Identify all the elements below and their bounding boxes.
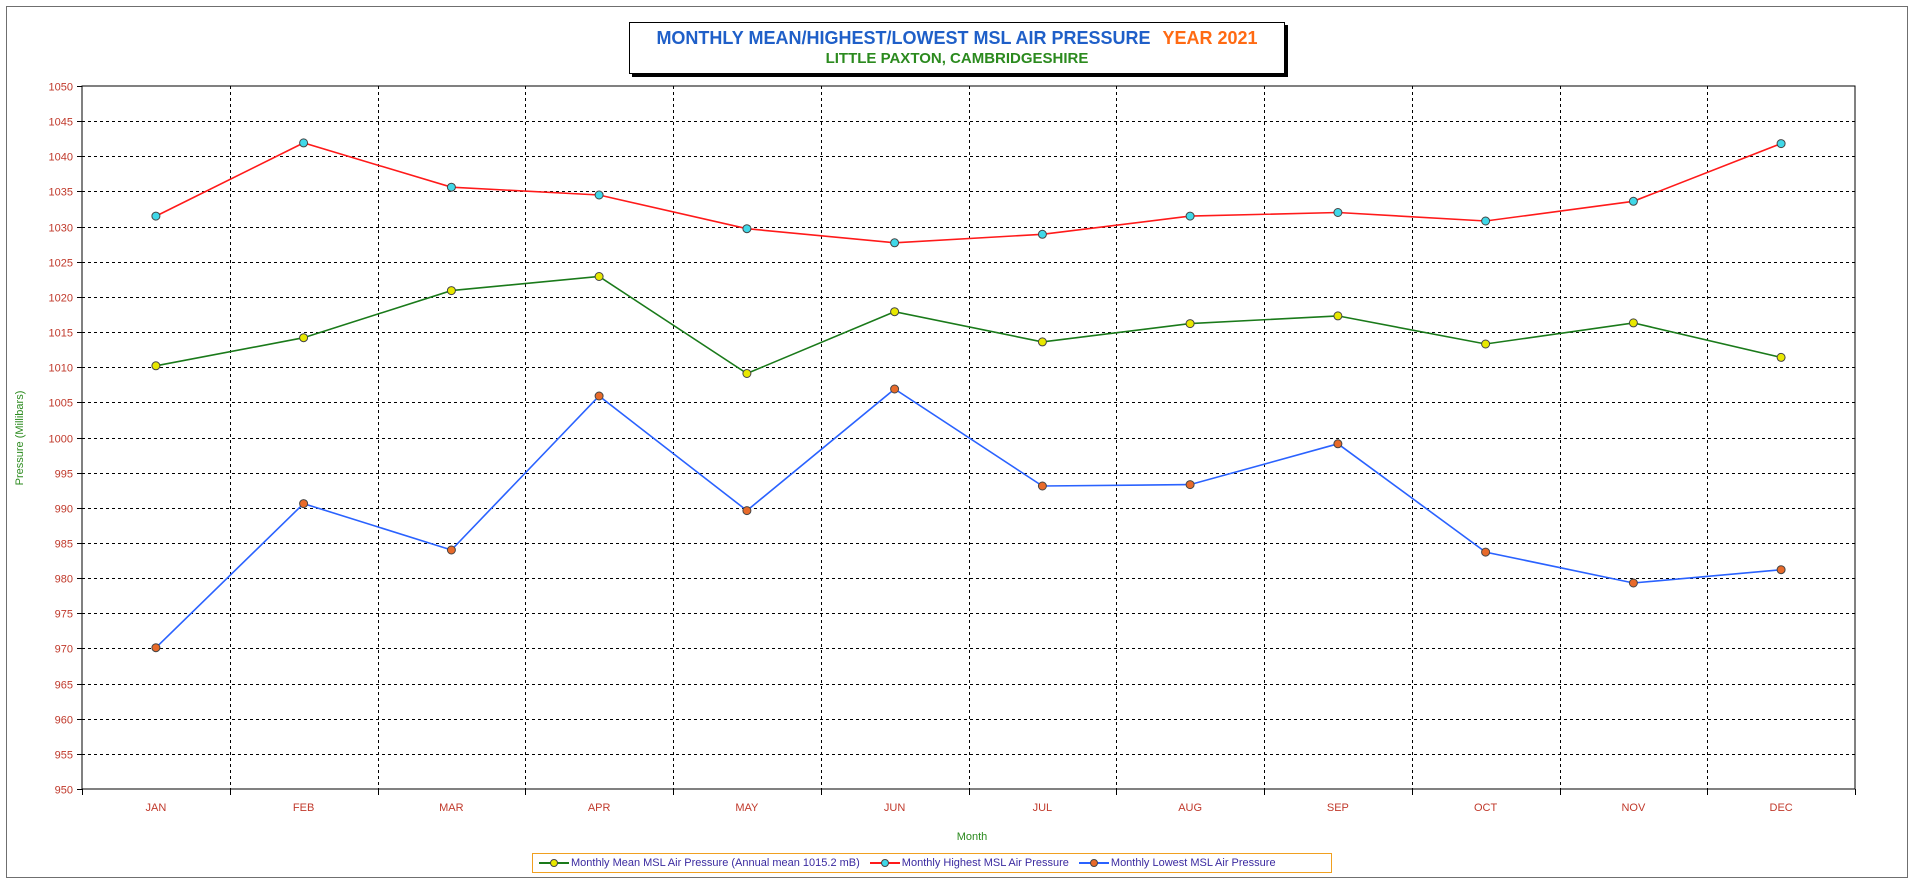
series-2-point <box>1185 480 1195 490</box>
series-0-point <box>742 369 752 378</box>
y-tick-label: 980 <box>55 574 73 586</box>
y-tick-label: 965 <box>55 680 73 692</box>
y-tick-label: 995 <box>55 469 73 481</box>
series-0-point <box>446 286 456 296</box>
series-1-point <box>1481 216 1491 226</box>
legend-label: Monthly Lowest MSL Air Pressure <box>1110 857 1276 869</box>
legend: Monthly Mean MSL Air Pressure (Annual me… <box>532 853 1332 873</box>
series-line-1 <box>155 142 1782 244</box>
y-axis-title: Pressure (Millibars) <box>14 391 26 486</box>
legend-swatch-marker <box>1089 859 1098 867</box>
series-1-point <box>1037 229 1047 239</box>
legend-swatch <box>539 858 569 868</box>
series-0-point <box>1333 311 1343 321</box>
x-tick-label: FEB <box>293 802 314 814</box>
chart-subtitle: LITTLE PAXTON, CAMBRIDGESHIRE <box>825 50 1089 67</box>
y-tick-label: 1010 <box>49 363 73 375</box>
series-2-point <box>299 499 309 509</box>
y-tick-label: 955 <box>55 750 73 762</box>
legend-swatch <box>1078 858 1109 868</box>
x-tick-label: SEP <box>1327 802 1349 814</box>
series-0-point <box>1776 352 1786 362</box>
series-0-point <box>151 361 161 371</box>
series-2-point <box>1481 547 1491 557</box>
y-tick-label: 990 <box>55 504 73 516</box>
y-tick-label: 1030 <box>49 223 73 235</box>
series-2-point <box>1776 565 1786 575</box>
y-tick-label: 1050 <box>49 82 73 94</box>
y-tick-label: 1045 <box>49 117 73 129</box>
series-0-point <box>299 333 309 343</box>
x-tick-label: JAN <box>145 802 166 814</box>
series-1-point <box>1628 196 1638 206</box>
y-tick-label: 1025 <box>49 258 73 270</box>
x-axis-title: Month <box>957 831 988 843</box>
y-tick-label: 1035 <box>49 187 73 199</box>
y-tick-label: 975 <box>55 609 73 621</box>
series-1-point <box>594 190 604 200</box>
y-tick-label: 1020 <box>49 293 73 305</box>
x-tick-label: MAR <box>439 802 464 814</box>
series-1-point <box>446 182 456 192</box>
series-2-point <box>890 384 900 394</box>
series-0-point <box>890 307 900 317</box>
chart-title-box: MONTHLY MEAN/HIGHEST/LOWEST MSL AIR PRES… <box>629 22 1285 74</box>
series-0-point <box>1037 337 1047 347</box>
series-0-point <box>1185 319 1195 329</box>
y-tick-label: 1040 <box>49 152 73 164</box>
x-tick-label: OCT <box>1474 802 1498 814</box>
series-2-point <box>151 643 161 653</box>
series-2-point <box>1037 481 1047 491</box>
series-line-2 <box>155 388 1782 649</box>
y-tick-label: 1000 <box>49 434 73 446</box>
legend-swatch-marker <box>880 859 889 867</box>
series-1-point <box>1776 139 1786 149</box>
y-tick-label: 985 <box>55 539 73 551</box>
legend-label: Monthly Mean MSL Air Pressure (Annual me… <box>571 857 860 869</box>
legend-item: Monthly Lowest MSL Air Pressure <box>1078 857 1276 869</box>
x-tick-label: NOV <box>1621 802 1646 814</box>
series-line-0 <box>155 275 1782 375</box>
series-1-point <box>1185 211 1195 221</box>
legend-item: Monthly Mean MSL Air Pressure (Annual me… <box>539 857 860 869</box>
legend-label: Monthly Highest MSL Air Pressure <box>901 857 1069 869</box>
x-tick-label: DEC <box>1770 802 1793 814</box>
series-1-point <box>151 211 161 221</box>
series-0-point <box>594 272 604 281</box>
x-tick-label: APR <box>588 802 611 814</box>
series-1-point <box>299 138 309 148</box>
series-0-point <box>1628 318 1638 328</box>
chart-title: MONTHLY MEAN/HIGHEST/LOWEST MSL AIR PRES… <box>630 28 1284 49</box>
x-tick-label: JUL <box>1033 802 1053 814</box>
y-tick-label: 970 <box>55 644 73 656</box>
y-tick-label: 1015 <box>49 328 73 340</box>
chart-title-main: MONTHLY MEAN/HIGHEST/LOWEST MSL AIR PRES… <box>656 28 1151 48</box>
series-0-point <box>1481 339 1491 349</box>
series-2-point <box>594 391 604 401</box>
series-1-point <box>890 238 900 248</box>
series-2-point <box>446 545 456 555</box>
y-tick-label: 1005 <box>49 398 73 410</box>
legend-swatch-marker <box>550 859 558 867</box>
series-1-point <box>742 224 752 234</box>
y-tick-label: 960 <box>55 715 73 727</box>
legend-swatch <box>869 858 900 868</box>
x-tick-label: AUG <box>1178 802 1202 814</box>
x-tick-label: JUN <box>884 802 905 814</box>
legend-item: Monthly Highest MSL Air Pressure <box>869 857 1069 869</box>
series-1-point <box>1333 208 1343 217</box>
x-tick-label: MAY <box>735 802 759 814</box>
chart-title-year: YEAR 2021 <box>1162 28 1258 48</box>
y-tick-label: 950 <box>55 785 73 797</box>
series-2-point <box>1333 439 1343 449</box>
series-2-point <box>1628 578 1638 588</box>
series-2-point <box>742 506 752 516</box>
